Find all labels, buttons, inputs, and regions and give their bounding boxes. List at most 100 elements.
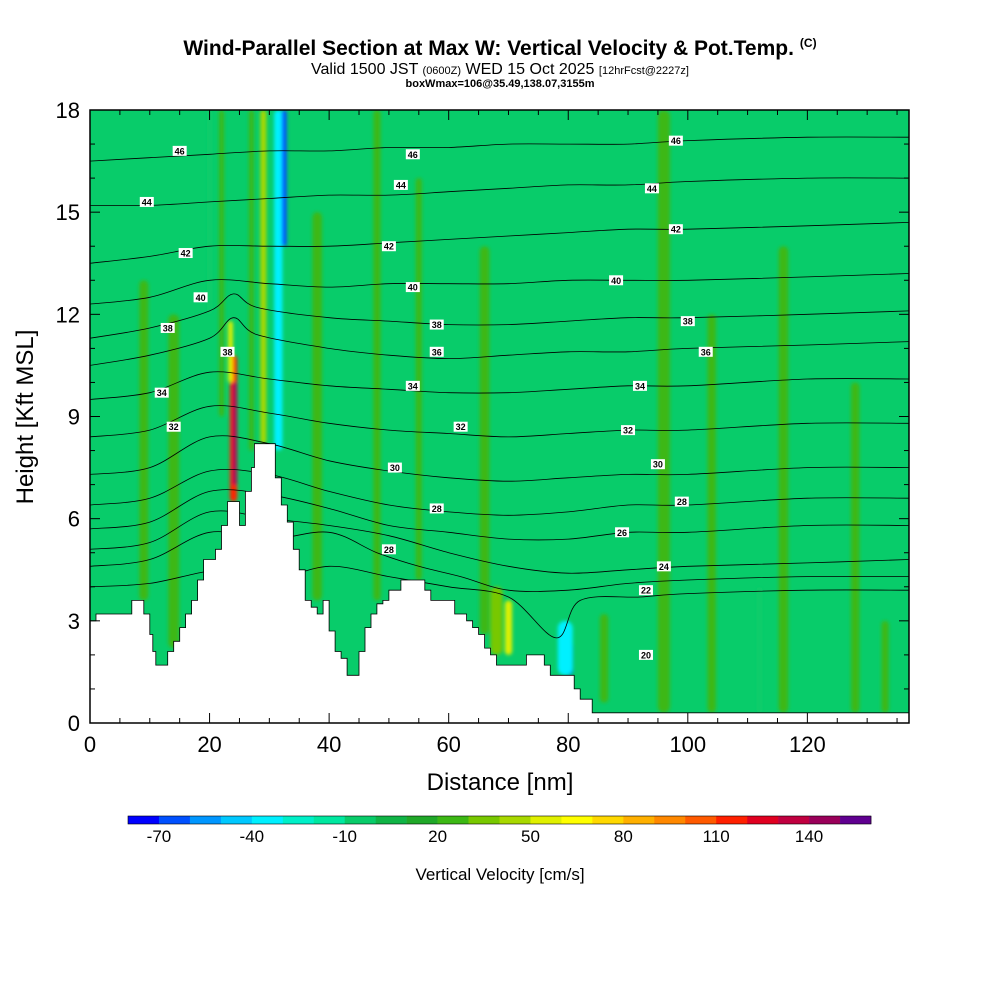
- contour-label-text: 42: [671, 225, 681, 235]
- contour-label-text: 40: [408, 283, 418, 293]
- contour-label-text: 44: [647, 184, 657, 194]
- contour-label: 40: [405, 282, 420, 293]
- colorbar-swatch: [499, 816, 531, 824]
- x-tick-label: 20: [197, 732, 221, 757]
- contour-label: 22: [638, 585, 653, 596]
- velocity-feature: [249, 110, 254, 451]
- velocity-feature: [415, 178, 422, 580]
- colorbar-swatch: [158, 816, 191, 824]
- theta-contour-28: [90, 468, 909, 516]
- x-tick-label: 40: [317, 732, 341, 757]
- velocity-feature: [206, 110, 213, 315]
- theta-contour-24: [90, 510, 909, 574]
- colorbar-swatch: [437, 816, 469, 824]
- chart-subtitle: Valid 1500 JST (0600Z) WED 15 Oct 2025 […: [0, 62, 1000, 79]
- contour-label-text: 46: [671, 136, 681, 146]
- velocity-feature: [657, 110, 670, 713]
- velocity-feature: [219, 110, 224, 417]
- velocity-feature: [260, 110, 267, 444]
- contour-label: 34: [405, 380, 420, 391]
- colorbar-swatch: [375, 816, 407, 824]
- contour-label-text: 32: [623, 426, 633, 436]
- velocity-feature: [557, 620, 573, 676]
- colorbar: -70 -40 -10 20 50 80 110 140: [127, 815, 872, 846]
- colorbar-swatch: [561, 816, 593, 824]
- colorbar-tick-label: 110: [703, 827, 730, 846]
- contour-label-text: 38: [683, 317, 693, 327]
- x-tick-label: 100: [669, 732, 706, 757]
- contour-label-text: 38: [222, 347, 232, 357]
- velocity-feature: [778, 246, 789, 713]
- theta-contour-44: [90, 177, 909, 207]
- velocity-feature: [139, 280, 149, 601]
- subtitle-forecast: [12hrFcst@2227z]: [598, 65, 689, 77]
- x-tick-label: 0: [84, 732, 96, 757]
- title-main: Wind-Parallel Section at Max W: Vertical…: [183, 37, 794, 60]
- theta-contour-22: [90, 531, 909, 592]
- theta-contour-26: [90, 489, 909, 541]
- contour-label: 46: [172, 145, 187, 156]
- contour-label: 24: [656, 561, 671, 572]
- contour-label: 30: [650, 459, 665, 470]
- colorbar-tick-label: -10: [332, 827, 357, 846]
- contour-label: 38: [220, 346, 235, 357]
- subtitle-valid: Valid 1500 JST: [311, 61, 423, 78]
- theta-contour-46: [90, 136, 909, 162]
- y-tick-label: 18: [56, 98, 80, 123]
- contour-label: 28: [381, 544, 396, 555]
- contour-label-text: 34: [408, 381, 418, 391]
- contour-label: 44: [393, 179, 408, 190]
- contour-label-text: 44: [396, 180, 406, 190]
- subtitle-date: WED 15 Oct 2025: [461, 61, 599, 78]
- x-tick-label: 80: [556, 732, 580, 757]
- colorbar-swatch: [251, 816, 284, 824]
- contour-label: 34: [154, 387, 169, 398]
- colorbar-swatch: [654, 816, 686, 824]
- theta-contour-42: [90, 222, 909, 264]
- contour-label: 36: [698, 346, 713, 357]
- theta-contour-34: [90, 371, 909, 400]
- contour-label-text: 36: [432, 347, 442, 357]
- theta-contours: [90, 136, 909, 639]
- y-tick-label: 3: [68, 609, 80, 634]
- colorbar-swatch: [220, 816, 253, 824]
- contour-label-text: 38: [163, 323, 173, 333]
- contour-label: 28: [429, 503, 444, 514]
- velocity-feature: [168, 314, 180, 649]
- colorbar-swatch: [592, 816, 624, 824]
- contour-label-text: 44: [142, 197, 152, 207]
- contour-label-text: 34: [635, 381, 645, 391]
- velocity-feature: [232, 382, 237, 485]
- contour-label: 34: [632, 380, 647, 391]
- velocity-feature: [312, 212, 322, 601]
- colorbar-tick-label: 20: [428, 827, 447, 846]
- contour-label: 20: [638, 649, 653, 660]
- x-axis: 0 20 40 60 80 100 120: [84, 110, 898, 757]
- velocity-feature: [756, 586, 763, 713]
- colorbar-swatch: [840, 816, 872, 824]
- velocity-feature: [707, 314, 716, 713]
- colorbar-tick-label: 50: [521, 827, 540, 846]
- contour-label: 28: [674, 496, 689, 507]
- contour-label-text: 30: [653, 460, 663, 470]
- contour-label: 40: [609, 275, 624, 286]
- y-tick-label: 6: [68, 507, 80, 532]
- colorbar-swatch: [406, 816, 438, 824]
- y-tick-label: 15: [56, 200, 80, 225]
- contour-label-text: 20: [641, 650, 651, 660]
- contour-label-text: 40: [611, 276, 621, 286]
- contour-label: 36: [429, 346, 444, 357]
- contour-label: 32: [453, 421, 468, 432]
- contour-label: 46: [405, 149, 420, 160]
- contour-label: 32: [166, 421, 181, 432]
- colorbar-tick-label: 140: [795, 827, 823, 846]
- contour-label-text: 28: [677, 497, 687, 507]
- colorbar-tick-label: 80: [614, 827, 633, 846]
- contour-label: 40: [193, 292, 208, 303]
- contour-label-text: 40: [196, 293, 206, 303]
- velocity-feature: [851, 382, 860, 713]
- colorbar-swatch: [282, 816, 315, 824]
- colorbar-swatch: [468, 816, 500, 824]
- contour-label: 38: [680, 316, 695, 327]
